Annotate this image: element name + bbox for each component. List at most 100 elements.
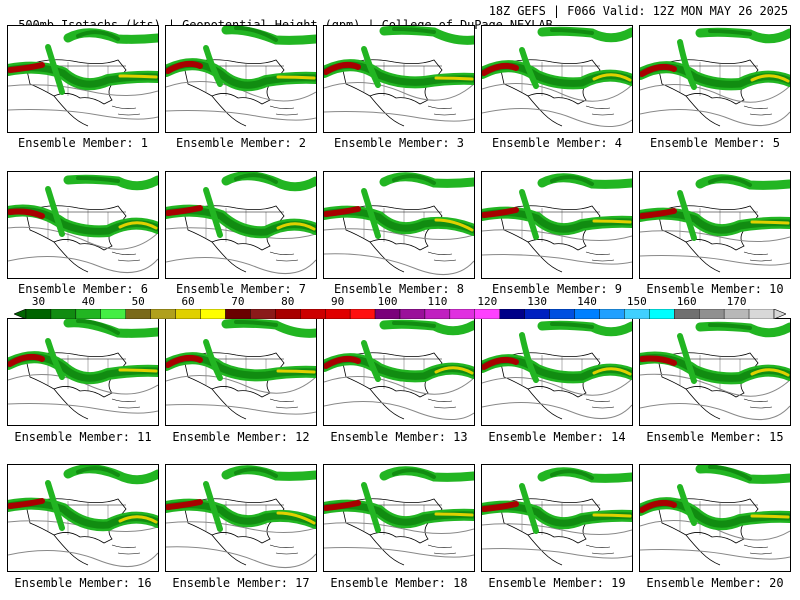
northern-jet-core [76,176,120,183]
height-contour [640,255,790,266]
trough-branch [677,484,697,526]
height-contour [8,550,158,568]
northern-jet-core [234,467,278,478]
height-contour [640,84,790,103]
colorbar-swatch [599,309,625,319]
jet-stream-core [750,220,790,225]
map-panel [640,174,790,273]
height-contour [482,548,632,559]
caribbean [111,105,141,116]
colorbar-tick-label: 80 [281,295,295,308]
mexico-coast [211,95,247,127]
trough-branch [203,339,223,381]
trough-branch [203,481,223,532]
coastline [657,205,759,251]
coastline [25,352,127,398]
colorbar-swatch [275,309,301,319]
mexico-coast [527,241,563,273]
mexico-coast [369,241,405,273]
ensemble-panel [481,464,633,572]
caribbean [427,251,457,262]
northern-jet-core [234,26,278,42]
jet-stream-core [324,355,361,369]
northern-jet-core [708,323,752,330]
northern-jet-core [708,29,752,36]
height-contour [324,547,474,558]
colorbar-swatch [325,309,351,319]
map-panel [640,321,790,421]
ensemble-member-label: Ensemble Member: 16 [14,576,152,590]
trough-branch [45,480,65,531]
northern-jet-core [76,319,120,335]
map-panel [324,26,474,127]
jet-stream-core [276,369,316,374]
ensemble-panel [481,318,633,426]
height-contour [166,257,316,275]
jet-stream-core [166,205,203,216]
colorbar-swatch [300,309,326,319]
colorbar-tick-label: 90 [331,295,345,308]
map-panel [482,26,632,128]
colorbar-swatch [524,309,550,319]
caribbean [427,105,457,116]
colorbar-swatch [349,309,376,319]
colorbar-swatch [624,309,650,319]
trough-branch [519,47,539,89]
map-panel [166,172,316,275]
mexico-coast [211,534,247,566]
mexico-coast [685,95,721,127]
mexico-coast [685,388,721,420]
map-panel [8,465,158,568]
jet-stream-core [118,515,158,524]
map-panel [640,27,790,127]
caribbean [111,251,141,262]
coastline [657,498,759,544]
jet-stream-core [592,73,632,82]
coastline [183,205,285,251]
caribbean [585,251,615,262]
map-panel [166,26,316,127]
height-contour [640,109,790,127]
jet-stream-core [482,356,519,370]
jet-stream-core [166,354,203,368]
height-contour [166,521,316,533]
map-panel [8,319,158,420]
northern-jet-core [234,173,278,184]
trough-branch [677,39,697,90]
jet-stream-core [324,500,361,511]
ensemble-panel [7,464,159,572]
ensemble-member-label: Ensemble Member: 8 [333,282,465,296]
height-contour [8,403,158,414]
height-contour [8,109,158,120]
mexico-coast [211,241,247,273]
northern-jet-core [392,174,436,185]
trough-branch [361,482,381,533]
jet-stream-core [324,61,361,75]
ensemble-member-label: Ensemble Member: 15 [646,430,784,444]
colorbar-swatch [649,309,675,319]
colorbar-swatch [150,309,176,319]
colorbar-swatch [723,309,750,319]
height-contour [482,254,632,265]
colorbar-swatch [100,309,126,319]
jet-stream-core [8,62,45,73]
height-contour [8,84,158,96]
height-contour [8,374,158,395]
colorbar-swatch [225,309,251,319]
colorbar-tick-label: 150 [626,295,647,308]
jet-stream-core [118,221,158,230]
jet-stream-core [324,206,361,217]
ensemble-member-label: Ensemble Member: 4 [491,136,623,150]
colorbar-swatch [449,309,476,319]
jet-stream-core [750,514,790,519]
colorbar-tick-label: 40 [81,295,95,308]
trough-branch [361,46,381,88]
mexico-coast [369,95,405,127]
colorbar-swatch [424,309,451,319]
northern-jet-core [76,30,120,41]
ensemble-panel [7,318,159,426]
height-contour [640,520,790,541]
ensemble-member-label: Ensemble Member: 14 [488,430,626,444]
ensemble-panel [481,25,633,133]
ensemble-panel [481,171,633,279]
